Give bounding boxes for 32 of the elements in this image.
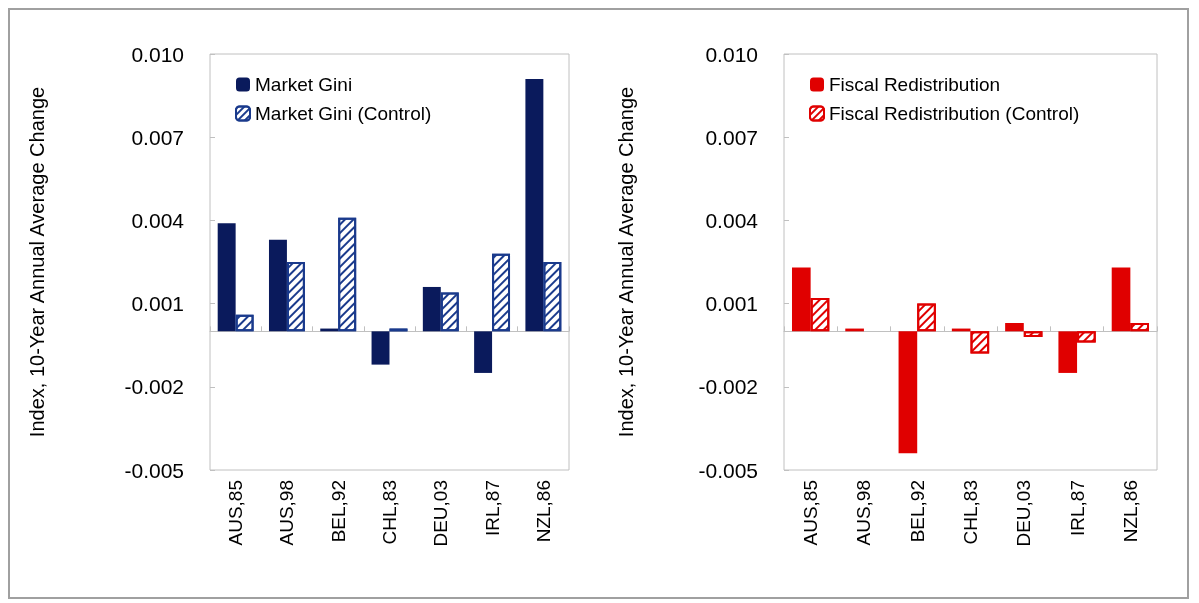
- x-tick-label: CHL,83: [379, 480, 400, 545]
- x-tick-label: DEU,03: [430, 480, 452, 547]
- x-tick-label: NZL,86: [532, 480, 554, 543]
- y-tick-label: 0.001: [705, 292, 758, 316]
- x-tick-label: IRL,87: [1066, 480, 1088, 536]
- x-tick-label: AUS,85: [800, 480, 822, 546]
- x-tick-label: NZL,86: [1119, 480, 1141, 543]
- legend-label: Fiscal Redistribution: [829, 74, 1001, 95]
- x-tick-label: BEL,92: [906, 480, 928, 543]
- x-tick-label: IRL,87: [481, 480, 503, 536]
- y-tick-label: 0.010: [705, 42, 758, 66]
- x-tick-label: AUS,98: [276, 480, 298, 546]
- legend-label: Market Gini (Control): [255, 103, 432, 124]
- y-tick-label: 0.004: [705, 208, 759, 232]
- y-tick-label: -0.002: [124, 375, 184, 399]
- y-tick-label: 0.004: [131, 208, 185, 232]
- x-tick-label: AUS,98: [853, 480, 875, 546]
- y-tick-label: 0.007: [131, 125, 184, 149]
- x-tick-label: BEL,92: [327, 480, 349, 543]
- y-axis-title: Index, 10-Year Annual Average Change: [26, 86, 48, 438]
- legend-label: Fiscal Redistribution (Control): [829, 103, 1080, 124]
- x-tick-label: AUS,85: [225, 480, 247, 546]
- y-tick-label: -0.002: [698, 375, 758, 399]
- legend-label: Market Gini: [255, 74, 353, 95]
- y-tick-label: -0.005: [124, 458, 184, 482]
- y-tick-label: 0.007: [705, 125, 758, 149]
- y-tick-label: 0.001: [131, 292, 184, 316]
- x-tick-label: CHL,83: [960, 480, 981, 545]
- x-tick-label: DEU,03: [1013, 480, 1035, 547]
- y-axis-title: Index, 10-Year Annual Average Change: [615, 86, 637, 438]
- y-tick-label: -0.005: [698, 458, 758, 482]
- y-tick-label: 0.010: [131, 42, 184, 66]
